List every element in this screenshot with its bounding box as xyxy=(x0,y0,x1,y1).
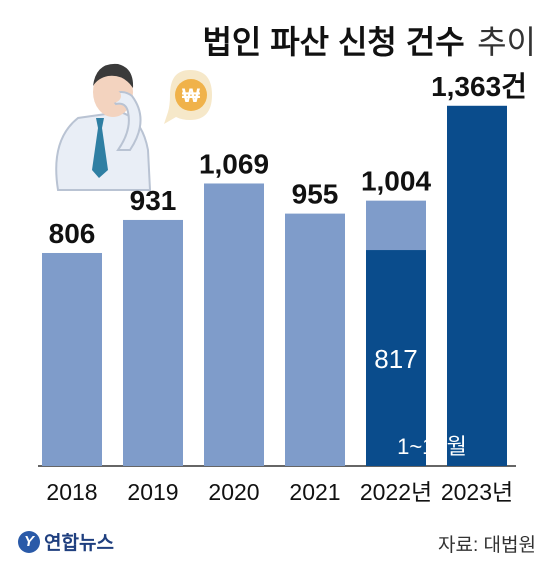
bars-group xyxy=(42,105,507,467)
logo-text: 연합뉴스 xyxy=(44,533,114,554)
x-tick-2020: 2020 xyxy=(208,479,259,505)
bar-2019 xyxy=(123,219,183,466)
value-label-2018: 806 xyxy=(49,218,96,249)
source-note: 자료: 대법원 xyxy=(438,535,536,556)
x-tick-2018: 2018 xyxy=(46,479,97,505)
bar-2020 xyxy=(204,183,264,466)
partial-note-label: 1~10월 xyxy=(397,434,467,459)
chart-title: 법인 파산 신청 건수 추이 xyxy=(202,24,536,60)
title-bold: 법인 파산 신청 건수 xyxy=(202,24,464,60)
value-label-2023년: 1,363건 xyxy=(431,71,527,102)
title-light: 추이 xyxy=(477,24,536,60)
x-tick-2021: 2021 xyxy=(289,479,340,505)
bar-2023년 xyxy=(447,105,507,467)
value-label-2021: 955 xyxy=(292,179,339,210)
yonhap-logo: Y 연합뉴스 xyxy=(18,528,114,555)
won-symbol: ₩ xyxy=(182,86,200,107)
x-tick-2023년: 2023년 xyxy=(441,479,513,505)
partial-value-label: 817 xyxy=(374,344,417,374)
bar-2021 xyxy=(285,213,345,466)
logo-mark-icon: Y xyxy=(18,530,40,553)
value-label-2022년: 1,004 xyxy=(361,166,431,197)
bar-2018 xyxy=(42,252,102,466)
stressed-businessman-icon xyxy=(55,63,212,191)
bar-partial-2022년 xyxy=(366,250,426,466)
value-label-2020: 1,069 xyxy=(199,148,269,179)
x-tick-2022년: 2022년 xyxy=(360,479,432,505)
value-label-2019: 931 xyxy=(130,185,177,216)
labels-group: 806 2018 931 2019 1,069 2020 955 2021 817 1~10월 1,… xyxy=(46,71,527,505)
x-tick-2019: 2019 xyxy=(127,479,178,505)
